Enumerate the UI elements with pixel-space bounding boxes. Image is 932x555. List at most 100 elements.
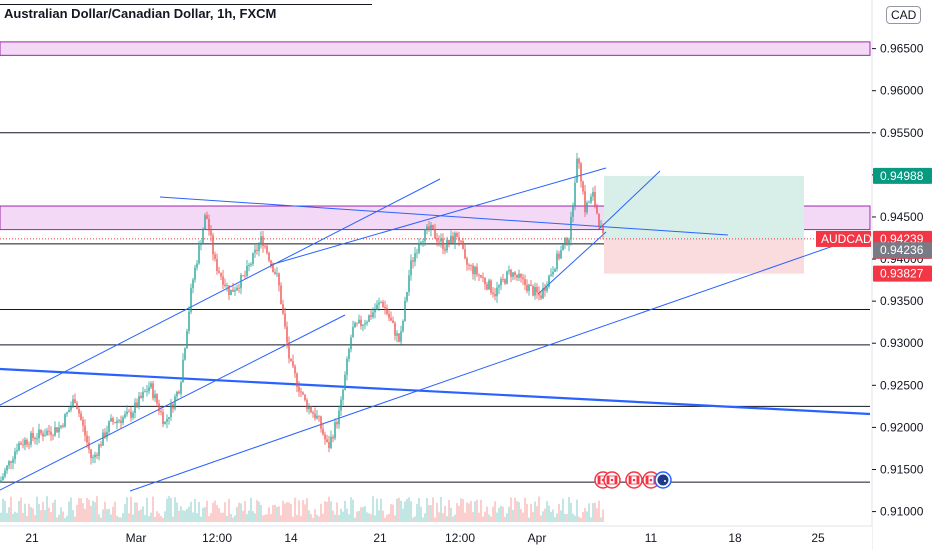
candle-body bbox=[508, 269, 510, 272]
volume-bar bbox=[318, 516, 320, 522]
candle-body bbox=[408, 275, 410, 292]
candle-body bbox=[328, 442, 330, 448]
candle-body bbox=[556, 253, 558, 270]
candle-body bbox=[370, 315, 372, 318]
candle-body bbox=[560, 250, 562, 259]
candle-body bbox=[502, 279, 504, 280]
candle-body bbox=[438, 241, 440, 243]
candle-body bbox=[88, 442, 90, 450]
price-tick-label: 0.93000 bbox=[880, 336, 924, 350]
volume-bar bbox=[288, 502, 290, 522]
channel-line-left-lower bbox=[0, 314, 346, 491]
volume-bar bbox=[232, 517, 234, 522]
candle-body bbox=[24, 439, 26, 446]
volume-bar bbox=[148, 516, 150, 522]
candle-body bbox=[210, 230, 212, 236]
candle-body bbox=[228, 285, 230, 296]
volume-bar bbox=[158, 513, 160, 522]
candle-body bbox=[12, 459, 14, 463]
volume-bar bbox=[314, 509, 316, 522]
candle-body bbox=[18, 443, 20, 451]
volume-bar bbox=[538, 496, 540, 522]
candle-body bbox=[36, 438, 38, 440]
candle-body bbox=[326, 439, 328, 443]
volume-bar bbox=[210, 512, 212, 522]
volume-bar bbox=[34, 515, 36, 522]
volume-bar bbox=[184, 510, 186, 522]
canada-flag-icon bbox=[625, 471, 643, 489]
volume-bar bbox=[530, 503, 532, 522]
volume-bar bbox=[518, 502, 520, 522]
volume-group bbox=[0, 496, 604, 522]
candle-body bbox=[190, 288, 192, 312]
candle-body bbox=[214, 254, 216, 259]
volume-bar bbox=[8, 507, 10, 522]
rising-support-line bbox=[129, 235, 863, 492]
volume-bar bbox=[408, 497, 410, 522]
volume-bar bbox=[546, 501, 548, 522]
candle-body bbox=[598, 213, 600, 227]
volume-bar bbox=[540, 515, 542, 522]
candle-body bbox=[500, 279, 502, 286]
candle-body bbox=[126, 411, 128, 415]
volume-bar bbox=[394, 515, 396, 522]
symbol-label-text: AUDCAD bbox=[821, 232, 872, 246]
volume-bar bbox=[246, 514, 248, 522]
candle-body bbox=[170, 403, 172, 418]
candle-body bbox=[534, 287, 536, 296]
candle-body bbox=[142, 391, 144, 398]
volume-bar bbox=[100, 517, 102, 522]
candle-body bbox=[360, 319, 362, 326]
volume-bar bbox=[86, 497, 88, 522]
candle-body bbox=[522, 277, 524, 280]
trendline-upper-descending bbox=[159, 196, 729, 236]
volume-bar bbox=[342, 511, 344, 522]
price-tick-label: 0.93500 bbox=[880, 294, 924, 308]
volume-bar bbox=[208, 516, 210, 522]
volume-bar bbox=[362, 507, 364, 522]
candle-body bbox=[104, 432, 106, 438]
volume-bar bbox=[434, 517, 436, 522]
volume-bar bbox=[6, 512, 8, 522]
volume-bar bbox=[116, 515, 118, 522]
candle-body bbox=[454, 232, 456, 243]
candle-body bbox=[376, 304, 378, 310]
candle-body bbox=[212, 235, 214, 255]
candle-body bbox=[460, 240, 462, 242]
candle-body bbox=[194, 267, 196, 280]
candle-body bbox=[474, 266, 476, 275]
volume-bar bbox=[114, 501, 116, 522]
candle-body bbox=[356, 322, 358, 324]
candle-body bbox=[446, 239, 448, 251]
volume-bar bbox=[64, 517, 66, 522]
volume-bar bbox=[466, 502, 468, 522]
volume-bar bbox=[250, 497, 252, 522]
volume-bar bbox=[396, 498, 398, 522]
price-tick-label: 0.94500 bbox=[880, 210, 924, 224]
candle-body bbox=[444, 249, 446, 251]
volume-bar bbox=[446, 516, 448, 522]
volume-bar bbox=[354, 517, 356, 522]
chart-title: Australian Dollar/Canadian Dollar, 1h, F… bbox=[4, 6, 277, 21]
candle-body bbox=[84, 425, 86, 436]
time-axis-bg bbox=[0, 526, 872, 550]
candle-body bbox=[586, 202, 588, 213]
volume-bar bbox=[276, 506, 278, 522]
volume-bar bbox=[476, 499, 478, 522]
candle-body bbox=[510, 269, 512, 277]
currency-badge[interactable]: CAD bbox=[886, 6, 922, 24]
volume-bar bbox=[32, 508, 34, 522]
candle-body bbox=[486, 284, 488, 290]
volume-bar bbox=[76, 504, 78, 522]
close-price-label: 0.94236 bbox=[873, 242, 932, 259]
volume-bar bbox=[556, 513, 558, 522]
candle-body bbox=[6, 465, 8, 471]
volume-bar bbox=[404, 501, 406, 522]
volume-bar bbox=[266, 514, 268, 522]
volume-bar bbox=[162, 517, 164, 522]
volume-bar bbox=[588, 503, 590, 522]
volume-bar bbox=[360, 507, 362, 522]
candle-body bbox=[162, 412, 164, 425]
